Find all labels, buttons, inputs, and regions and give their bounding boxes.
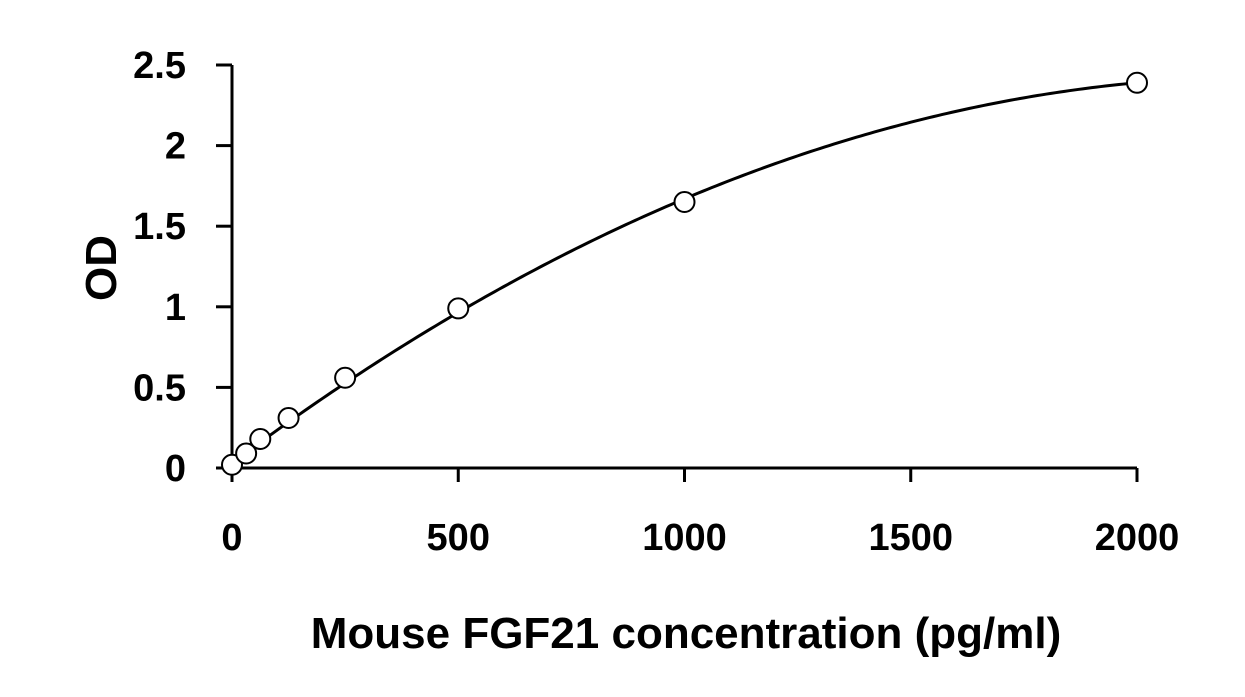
y-ticks: 0 0.5 1 1.5 2 2.5 xyxy=(133,45,232,490)
x-tick-label: 1000 xyxy=(642,517,727,559)
y-tick-label: 2 xyxy=(165,126,186,168)
x-tick-label: 1500 xyxy=(868,517,953,559)
y-axis-title: OD xyxy=(77,235,126,301)
x-tick-label: 500 xyxy=(427,517,490,559)
y-tick-label: 2.5 xyxy=(133,45,186,87)
data-point xyxy=(447,297,470,320)
data-point xyxy=(673,191,696,214)
x-ticks: 0 500 1000 1500 2000 xyxy=(221,468,1179,559)
x-tick-label: 0 xyxy=(221,517,242,559)
data-point xyxy=(249,427,272,450)
data-point xyxy=(235,442,258,465)
y-tick-label: 1.5 xyxy=(133,206,186,248)
y-tick-label: 0.5 xyxy=(133,367,186,409)
y-tick-label: 0 xyxy=(165,448,186,490)
data-point xyxy=(277,407,300,430)
data-point xyxy=(1126,71,1148,94)
data-point xyxy=(334,366,357,389)
data-points xyxy=(221,71,1148,476)
x-axis-title: Mouse FGF21 concentration (pg/ml) xyxy=(311,609,1062,658)
y-tick-label: 1 xyxy=(165,287,186,329)
data-point xyxy=(221,453,243,476)
fit-curve xyxy=(231,81,1138,465)
x-tick-label: 2000 xyxy=(1095,517,1180,559)
